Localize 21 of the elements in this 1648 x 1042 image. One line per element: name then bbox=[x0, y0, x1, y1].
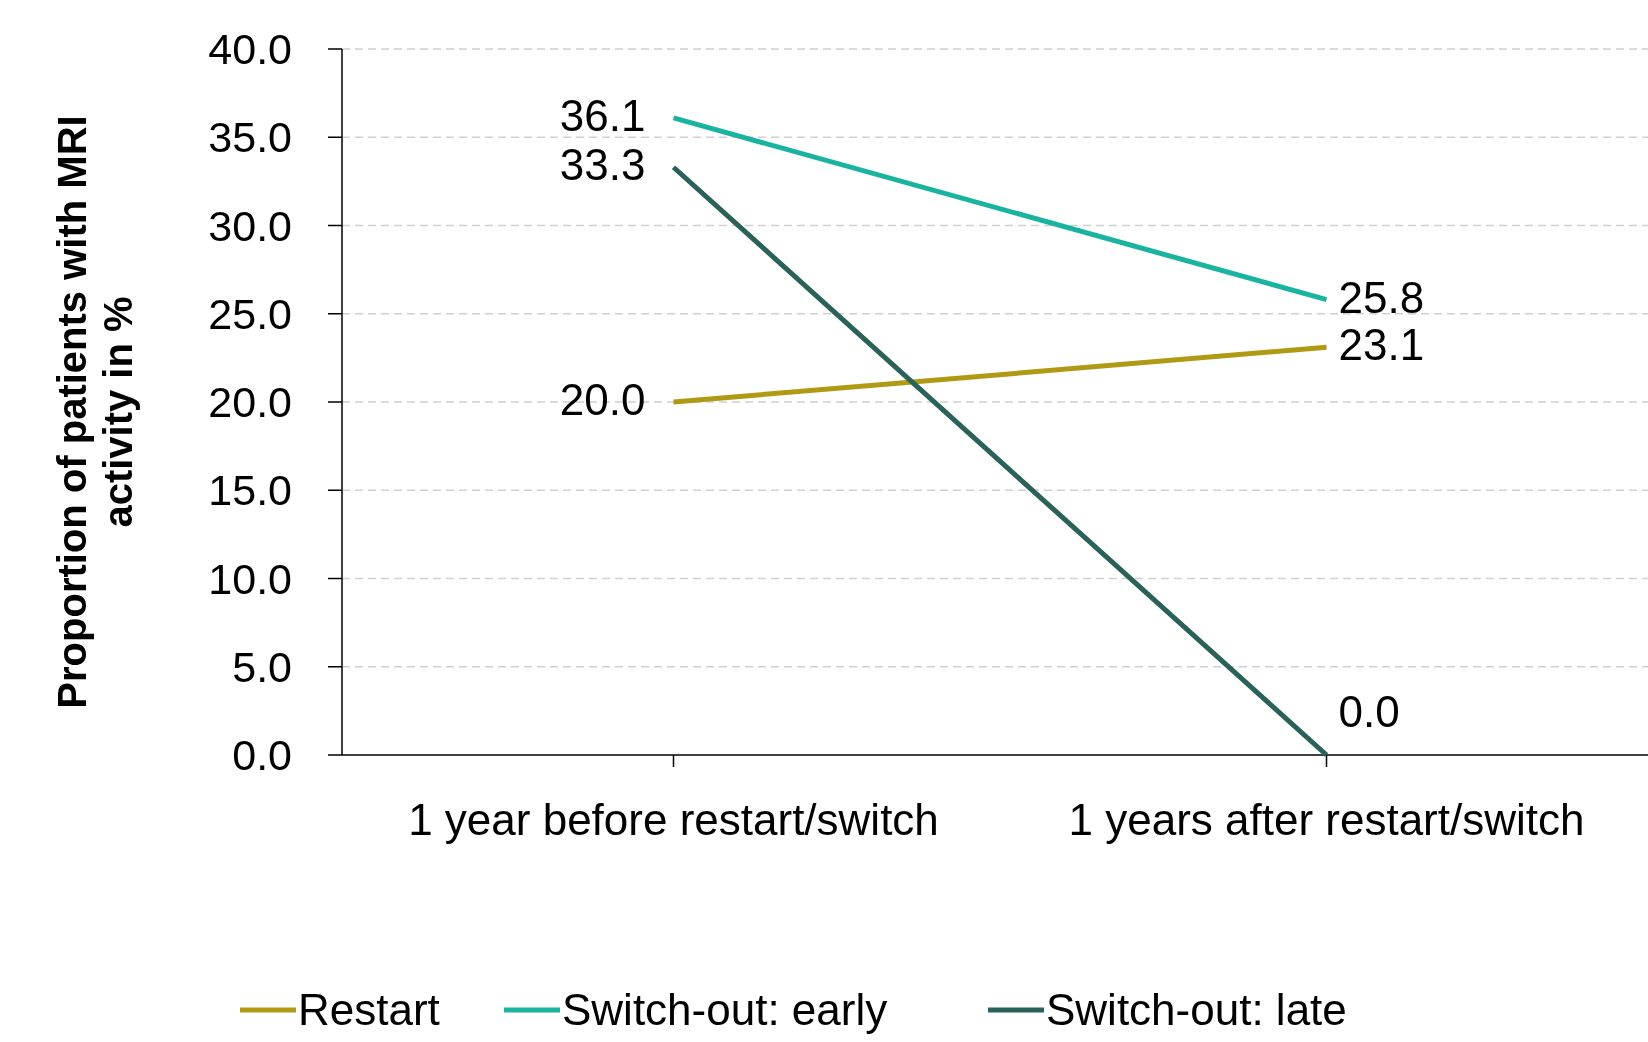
y-tick-label: 15.0 bbox=[208, 466, 292, 515]
x-tick-label: 1 years after restart/switch bbox=[1068, 795, 1585, 844]
y-tick-label: 35.0 bbox=[208, 113, 292, 162]
data-label: 20.0 bbox=[559, 375, 646, 424]
y-tick-label: 0.0 bbox=[232, 731, 292, 779]
y-tick-label: 30.0 bbox=[208, 201, 292, 250]
data-label: 23.1 bbox=[1338, 320, 1425, 370]
y-tick-label: 40.0 bbox=[208, 25, 292, 73]
y-tick-label: 5.0 bbox=[232, 642, 292, 691]
data-label: 33.3 bbox=[559, 140, 646, 190]
legend-label: Switch-out: early bbox=[562, 985, 888, 1034]
y-tick-label: 25.0 bbox=[208, 289, 292, 338]
legend-label: Switch-out: late bbox=[1046, 985, 1347, 1034]
y-tick-label: 10.0 bbox=[208, 554, 292, 603]
y-tick-label: 20.0 bbox=[208, 378, 292, 426]
data-label: 36.1 bbox=[559, 90, 646, 140]
data-label: 25.8 bbox=[1338, 272, 1425, 322]
y-axis-title: Proportion of patients with MRI activity in % bbox=[50, 115, 140, 709]
x-tick-label: 1 year before restart/switch bbox=[408, 795, 939, 844]
legend-label: Restart bbox=[298, 985, 440, 1034]
data-label: 0.0 bbox=[1338, 687, 1400, 736]
